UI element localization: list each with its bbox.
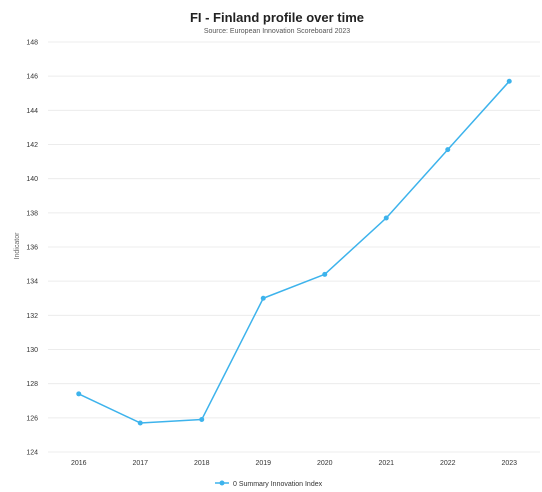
y-tick-label: 126 (26, 415, 38, 422)
data-point[interactable] (322, 271, 328, 277)
data-point[interactable] (383, 215, 389, 221)
y-tick-label: 144 (26, 108, 38, 115)
series-layer (76, 78, 512, 426)
x-tick-label: 2017 (132, 460, 148, 467)
data-point[interactable] (260, 295, 266, 301)
y-tick-label: 142 (26, 142, 38, 149)
x-tick-label: 2023 (501, 460, 517, 467)
y-axis-ticks: 124 126 128 130 132 134 136 138 140 142 144 146 148 (26, 40, 38, 457)
data-point[interactable] (199, 417, 205, 423)
y-tick-label: 136 (26, 245, 38, 252)
chart-title: FI - Finland profile over time (190, 10, 364, 25)
y-tick-label: 138 (26, 210, 38, 217)
data-point[interactable] (445, 147, 451, 153)
x-tick-label: 2016 (71, 460, 87, 467)
data-point[interactable] (506, 78, 512, 84)
y-tick-label: 124 (26, 450, 38, 457)
data-point[interactable] (76, 391, 82, 397)
x-tick-label: 2022 (440, 460, 456, 467)
y-axis-label: Indicator (14, 232, 21, 260)
x-axis-ticks: 2016 2017 2018 2019 2020 2021 2022 2023 (71, 460, 517, 467)
legend[interactable]: 0 Summary Innovation Index (215, 480, 323, 489)
y-tick-label: 132 (26, 313, 38, 320)
y-tick-label: 134 (26, 279, 38, 286)
x-tick-label: 2020 (317, 460, 333, 467)
x-tick-label: 2018 (194, 460, 210, 467)
y-tick-label: 140 (26, 176, 38, 183)
y-tick-label: 128 (26, 381, 38, 388)
series-line (78, 80, 510, 424)
x-tick-label: 2019 (255, 460, 271, 467)
y-tick-label: 148 (26, 40, 38, 47)
data-point[interactable] (137, 420, 143, 426)
y-tick-label: 130 (26, 347, 38, 354)
chart-subtitle: Source: European Innovation Scoreboard 2… (204, 28, 350, 35)
gridlines (48, 41, 540, 453)
x-tick-label: 2021 (378, 460, 394, 467)
legend-label: 0 Summary Innovation Index (233, 481, 323, 488)
y-tick-label: 146 (26, 74, 38, 81)
legend-marker-dot (219, 480, 225, 486)
